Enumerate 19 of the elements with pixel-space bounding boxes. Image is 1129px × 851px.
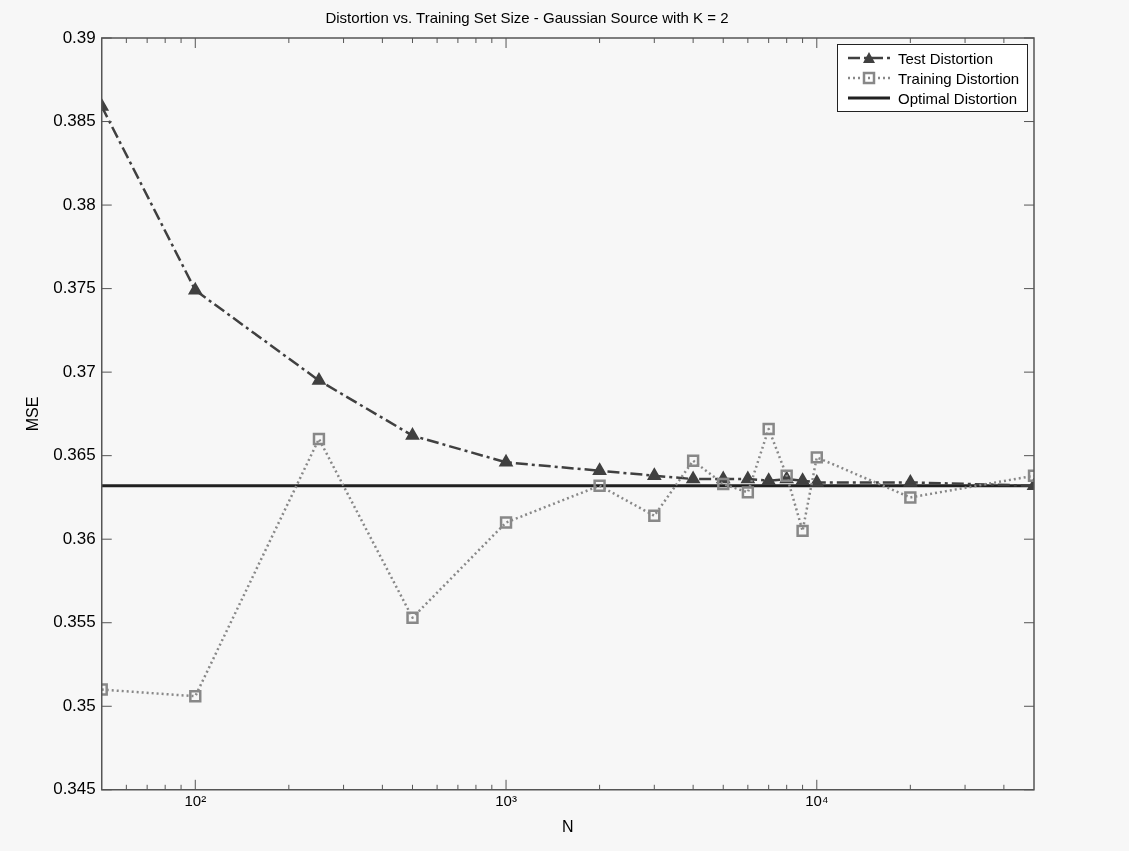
y-axis-title: MSE: [24, 396, 42, 432]
y-tick-label: 0.38: [62, 194, 96, 214]
x-axis-title: N: [562, 817, 574, 835]
x-tick-label: 10⁴: [805, 791, 829, 809]
x-tick-label: 10²: [184, 791, 207, 809]
legend-label: Optimal Distortion: [898, 89, 1018, 107]
legend-label: Test Distortion: [898, 49, 994, 67]
y-tick-label: 0.35: [62, 695, 96, 715]
y-tick-label: 0.345: [53, 779, 96, 799]
chart-title: Distortion vs. Training Set Size - Gaussian Source with K = 2: [325, 9, 729, 27]
x-tick-label: 10³: [495, 791, 517, 809]
y-tick-label: 0.385: [53, 111, 96, 131]
y-tick-label: 0.39: [62, 27, 96, 47]
legend-label: Training Distortion: [898, 69, 1020, 87]
y-tick-label: 0.37: [62, 361, 96, 381]
y-tick-label: 0.355: [53, 612, 96, 632]
y-tick-label: 0.365: [53, 445, 96, 465]
y-tick-label: 0.36: [62, 528, 96, 548]
y-tick-label: 0.375: [53, 278, 96, 298]
